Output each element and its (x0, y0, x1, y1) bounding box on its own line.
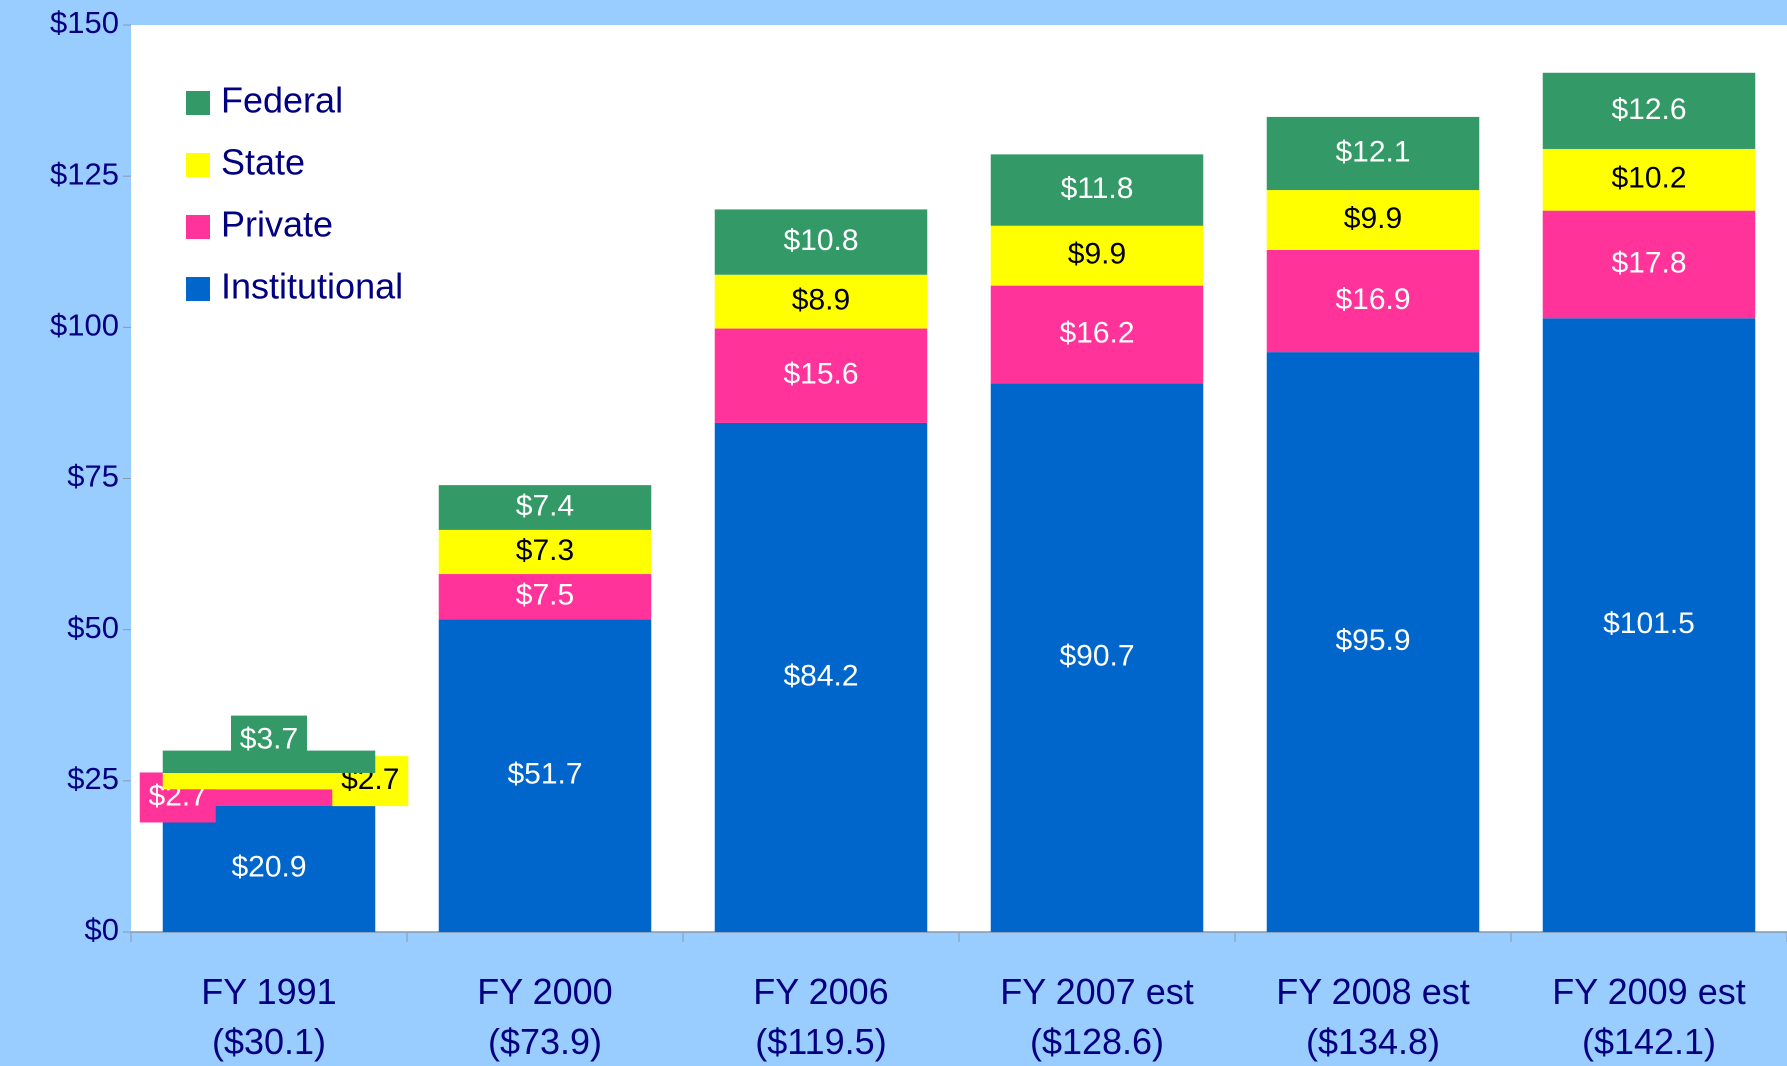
x-tick-label: FY 2006 ($119.5) (753, 971, 888, 1062)
x-tick-label-line: ($134.8) (1306, 1021, 1440, 1062)
value-label: $3.7 (240, 723, 298, 756)
x-tick-label-line: ($119.5) (755, 1021, 886, 1062)
x-tick-label-line: FY 1991 (201, 971, 336, 1012)
value-label: $17.8 (1611, 246, 1686, 279)
bar-segment (438, 619, 652, 932)
legend-label: Federal (221, 80, 343, 121)
value-label: $12.6 (1611, 93, 1686, 126)
legend-swatch (186, 91, 210, 115)
bar-segment (1266, 190, 1480, 250)
bar-segment (990, 225, 1204, 286)
legend-swatch (186, 153, 210, 177)
value-label: $7.4 (516, 489, 574, 522)
value-label: $10.2 (1611, 162, 1686, 195)
x-tick-label: FY 2000 ($73.9) (477, 971, 612, 1062)
x-tick-label-line: FY 2007 est (1000, 971, 1193, 1012)
x-tick-label-line: ($30.1) (212, 1021, 326, 1062)
bar-segment (438, 529, 652, 575)
bar-segment (714, 209, 928, 275)
bar-segment (438, 574, 652, 620)
bar-segment (1542, 72, 1756, 149)
bar-segment (714, 328, 928, 423)
legend-swatch (186, 215, 210, 239)
bar-segment (438, 485, 652, 530)
y-tick-label: $0 (85, 912, 119, 947)
legend-swatch (186, 277, 210, 301)
y-tick-label: $25 (67, 761, 119, 796)
legend-label: Institutional (221, 266, 403, 307)
value-label: $16.9 (1335, 283, 1410, 316)
x-tick-label-line: FY 2009 est (1552, 971, 1745, 1012)
value-label: $9.9 (1068, 238, 1126, 271)
legend-label: State (221, 142, 305, 183)
x-tick-label: FY 1991 ($30.1) (201, 971, 336, 1062)
value-label: $15.6 (783, 358, 858, 391)
bar-segment (1266, 116, 1480, 191)
bar-segment (1542, 148, 1756, 211)
value-label: $51.7 (507, 758, 582, 791)
value-label: $101.5 (1603, 607, 1695, 640)
y-tick-label: $50 (67, 610, 119, 645)
value-label: $84.2 (783, 659, 858, 692)
value-label: $20.9 (231, 851, 306, 884)
bar-segment (990, 154, 1204, 226)
y-tick-label: $125 (50, 156, 119, 191)
x-tick-label-line: FY 2000 (477, 971, 612, 1012)
bar-segment (1266, 352, 1480, 933)
y-tick-label: $100 (50, 308, 119, 343)
x-tick-label: FY 2008 est ($134.8) (1276, 971, 1469, 1062)
bar-segment (162, 805, 376, 932)
x-tick-label-line: FY 2006 (753, 971, 888, 1012)
value-label: $10.8 (783, 224, 858, 257)
label-box (231, 715, 307, 766)
x-tick-label-line: ($128.6) (1030, 1021, 1164, 1062)
bar-segment (714, 422, 928, 932)
bar-segment (1542, 318, 1756, 933)
bar-segment (714, 274, 928, 329)
value-label: $16.2 (1059, 317, 1134, 350)
bar-segment (162, 789, 376, 806)
value-label: $11.8 (1061, 172, 1134, 205)
value-label: $8.9 (792, 284, 850, 317)
value-label: $9.9 (1344, 202, 1402, 235)
value-label: $7.5 (516, 579, 574, 612)
x-tick-label: FY 2007 est ($128.6) (1000, 971, 1193, 1062)
value-label: $95.9 (1335, 624, 1410, 657)
x-tick-label-line: ($142.1) (1582, 1021, 1716, 1062)
value-label: $90.7 (1059, 640, 1134, 673)
x-tick-label: FY 2009 est ($142.1) (1552, 971, 1745, 1062)
bar-segment (990, 285, 1204, 384)
bar-segment (1266, 249, 1480, 353)
legend-label: Private (221, 204, 333, 245)
y-tick-label: $75 (67, 459, 119, 494)
x-tick-label-line: FY 2008 est (1276, 971, 1469, 1012)
x-tick-label-line: ($73.9) (488, 1021, 602, 1062)
bar-segment (1542, 210, 1756, 319)
y-tick-label: $150 (50, 5, 119, 40)
value-label: $12.1 (1335, 135, 1410, 168)
bar-segment (162, 772, 376, 790)
bar-segment (990, 383, 1204, 932)
value-label: $7.3 (516, 534, 574, 567)
